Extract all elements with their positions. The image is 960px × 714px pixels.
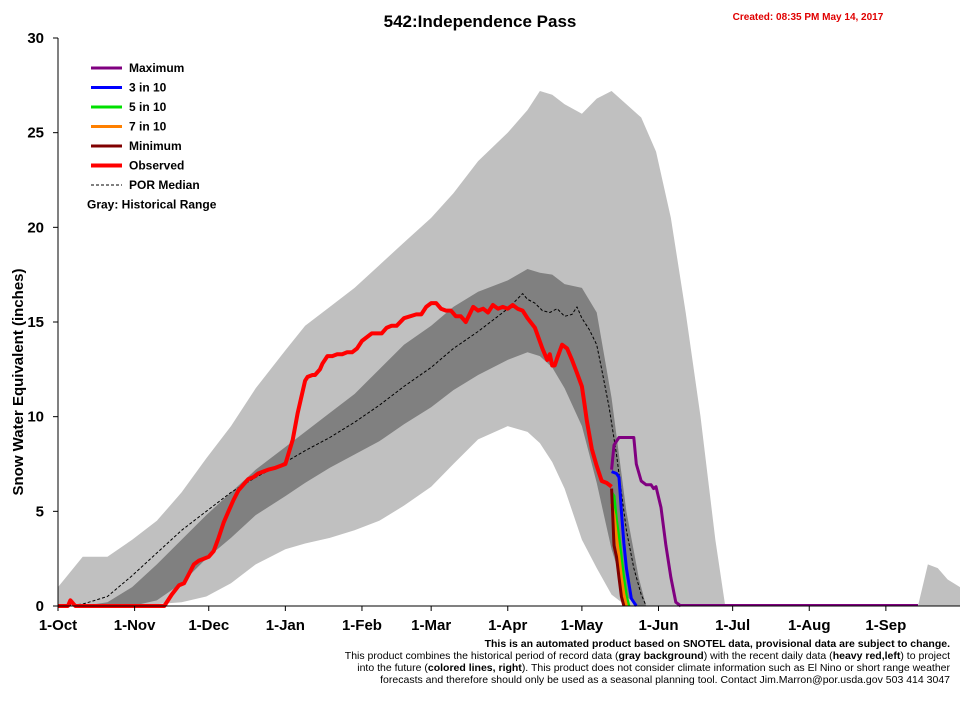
y-axis-label: Snow Water Equivalent (inches)	[10, 269, 27, 496]
series-5-in-10	[610, 491, 631, 607]
x-tick-label: 1-Jul	[715, 617, 750, 634]
x-tick-label: 1-Dec	[188, 617, 229, 634]
legend: Maximum 3 in 10 5 in 10 7 in 10 Minimum Obser…	[87, 61, 217, 212]
x-tick-label: 1-Aug	[788, 617, 831, 634]
axes: 0 5 10 15 20 25 30 1-Oct 1-Nov 1-Dec 1-Jan 1-Feb 1-M…	[27, 30, 960, 634]
x-tick-label: 1-Oct	[39, 617, 77, 634]
legend-label: Maximum	[129, 61, 184, 75]
footnote-line-3: into the future (colored lines, right). …	[357, 662, 950, 674]
y-tick-label: 30	[27, 30, 44, 47]
legend-label: Observed	[129, 159, 184, 173]
y-tick-label: 10	[27, 409, 44, 426]
y-tick-label: 20	[27, 219, 44, 236]
x-tick-label: 1-Mar	[411, 617, 451, 634]
footnote-line-4: forecasts and therefore should only be u…	[380, 674, 950, 686]
legend-label: 3 in 10	[129, 81, 167, 95]
historical-range-bands	[58, 91, 960, 607]
x-tick-label: 1-May	[561, 617, 604, 634]
historical-range-band-late	[917, 564, 960, 606]
series-3-in-10	[611, 470, 638, 607]
x-tick-label: 1-Nov	[114, 617, 156, 634]
series-lines	[57, 293, 918, 608]
legend-label: 5 in 10	[129, 100, 167, 114]
series-minimum	[610, 488, 626, 607]
historical-range-band	[58, 91, 726, 607]
y-tick-label: 0	[36, 598, 44, 615]
y-tick-label: 5	[36, 503, 44, 520]
created-timestamp: Created: 08:35 PM May 14, 2017	[733, 12, 884, 23]
y-tick-label: 15	[27, 314, 44, 331]
x-tick-label: 1-Jun	[639, 617, 679, 634]
legend-historical-range-note: Gray: Historical Range	[87, 198, 217, 212]
footnote: This is an automated product based on SN…	[250, 638, 950, 686]
x-tick-label: 1-Feb	[342, 617, 382, 634]
y-tick-label: 25	[27, 125, 44, 142]
legend-label: POR Median	[129, 178, 200, 192]
x-tick-label: 1-Apr	[488, 617, 527, 634]
series-maximum	[610, 436, 682, 608]
legend-label: 7 in 10	[129, 120, 167, 134]
footnote-line-1: This is an automated product based on SN…	[484, 638, 950, 650]
footnote-line-2: This product combines the historical per…	[344, 650, 950, 662]
series-por-median	[57, 293, 647, 607]
x-tick-label: 1-Jan	[266, 617, 305, 634]
legend-label: Minimum	[129, 139, 182, 153]
chart-title: 542:Independence Pass	[384, 12, 577, 31]
x-tick-label: 1-Sep	[865, 617, 906, 634]
series-observed	[58, 301, 613, 608]
